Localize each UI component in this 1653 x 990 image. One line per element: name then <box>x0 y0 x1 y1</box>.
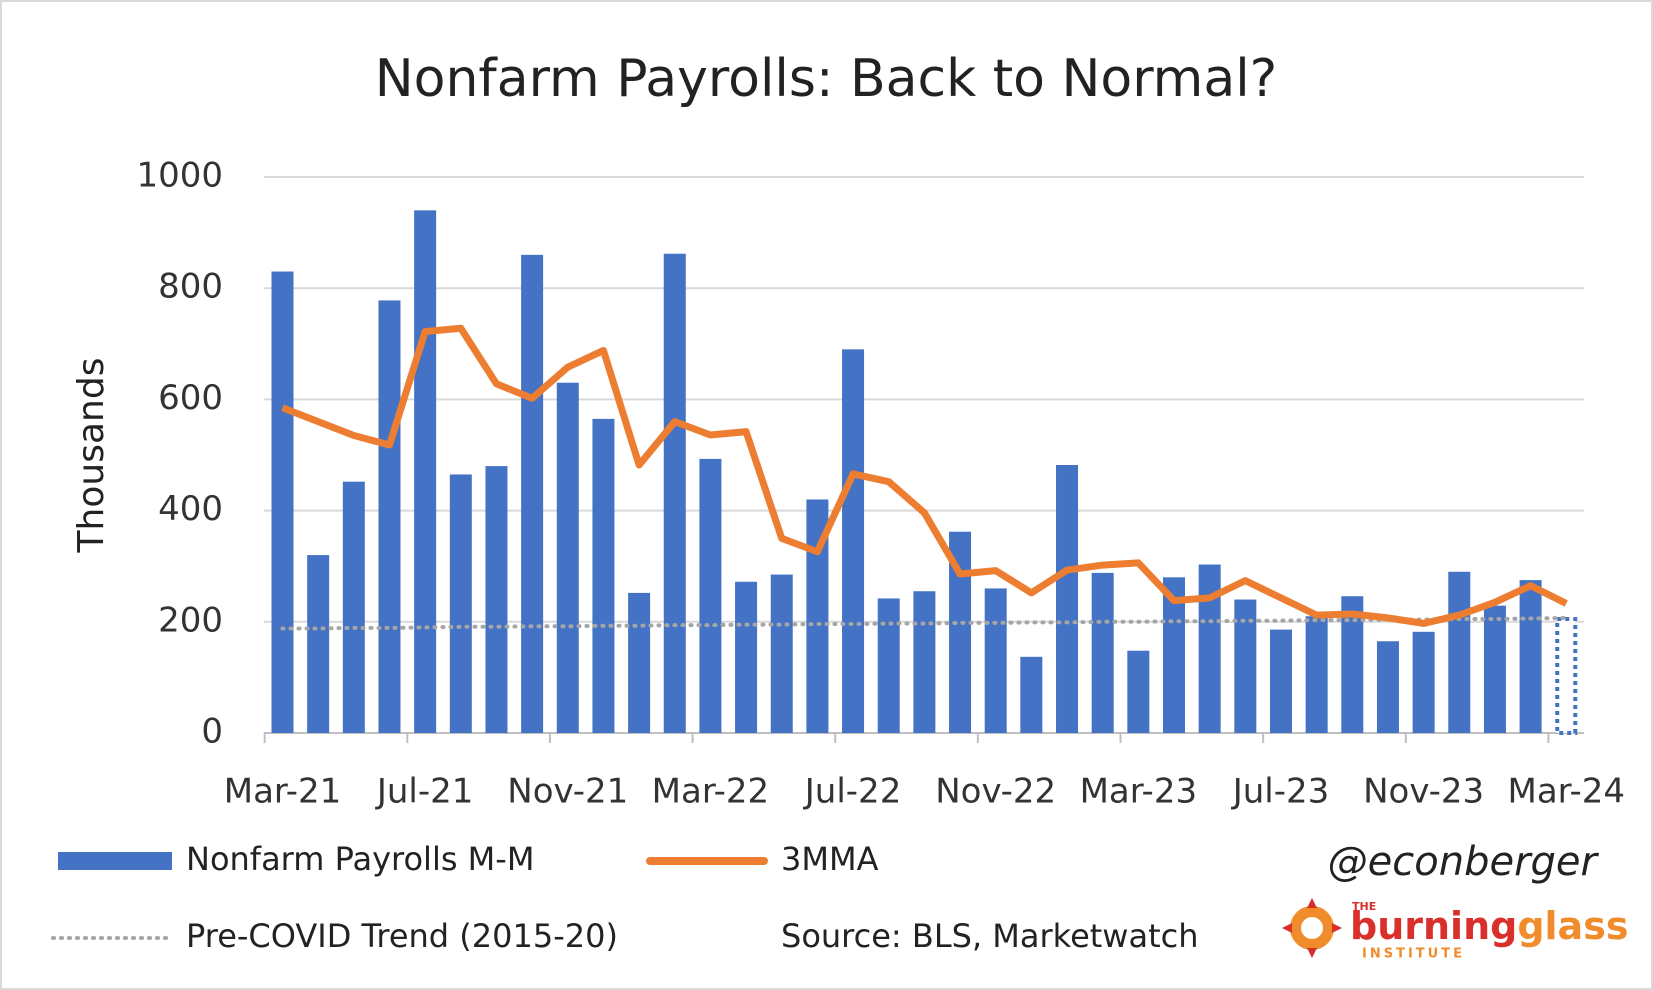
bar <box>342 481 365 733</box>
bar <box>770 574 793 733</box>
x-tick-label: Nov-21 <box>507 772 628 812</box>
bar <box>378 300 401 733</box>
bar <box>1483 605 1506 733</box>
bar <box>521 254 544 733</box>
x-tick-label: Mar-22 <box>652 772 770 812</box>
y-tick-label: 200 <box>158 600 223 640</box>
bar <box>1020 656 1043 733</box>
bar <box>1091 572 1114 733</box>
bar <box>1448 571 1471 733</box>
logo-text: burningglass <box>1350 904 1628 948</box>
marks <box>271 210 1578 736</box>
bar <box>307 555 330 733</box>
logo-text: THE <box>1352 900 1376 913</box>
x-tick-label: Mar-23 <box>1080 772 1198 812</box>
legend-label: Nonfarm Payrolls M-M <box>186 840 534 878</box>
bar <box>1127 650 1150 733</box>
legend-label: 3MMA <box>781 840 879 878</box>
bar <box>628 592 651 733</box>
y-tick-label: 600 <box>158 378 223 418</box>
bar <box>1376 641 1399 733</box>
x-tick-label: Nov-23 <box>1363 772 1484 812</box>
bar <box>556 382 579 733</box>
bar <box>663 253 686 733</box>
source-note: Source: BLS, Marketwatch <box>781 917 1199 955</box>
y-tick-label: 0 <box>201 712 223 752</box>
bar <box>1519 580 1542 733</box>
bar <box>913 591 936 733</box>
chart-title: Nonfarm Payrolls: Back to Normal? <box>375 49 1277 109</box>
bar <box>414 210 437 734</box>
legend-label: Pre-COVID Trend (2015-20) <box>186 917 618 955</box>
x-tick-label: Jul-23 <box>1231 772 1330 812</box>
bar <box>1269 629 1292 733</box>
bar <box>735 581 758 733</box>
trend-line <box>280 615 1569 631</box>
bar <box>949 531 972 733</box>
bar <box>806 499 829 733</box>
legend-swatch <box>58 852 172 870</box>
handle: @econberger <box>1328 839 1600 885</box>
bar <box>1234 599 1257 733</box>
bar <box>842 349 865 733</box>
bar <box>1555 617 1578 736</box>
bar <box>984 588 1007 733</box>
bar <box>271 271 294 733</box>
bar <box>592 418 615 733</box>
line-series <box>281 324 1568 627</box>
bar <box>1412 631 1435 733</box>
logo-text: INSTITUTE <box>1362 947 1465 962</box>
bar <box>1163 577 1185 733</box>
x-tick-label: Nov-22 <box>935 772 1056 812</box>
bar <box>1305 616 1328 733</box>
x-tick-label: Mar-24 <box>1508 772 1626 812</box>
y-tick-label: 800 <box>158 267 223 307</box>
bar <box>485 466 508 733</box>
x-tick-label: Jul-22 <box>803 772 902 812</box>
x-tick-label: Jul-21 <box>375 772 474 812</box>
bar <box>1198 564 1221 733</box>
bar <box>699 458 722 733</box>
x-tick-label: Mar-21 <box>224 772 342 812</box>
bar <box>1341 596 1364 733</box>
bar <box>1056 465 1079 733</box>
logo-text: burning <box>1350 904 1517 948</box>
logo-text: glass <box>1517 904 1628 948</box>
y-axis-label: Thousands <box>71 358 112 554</box>
y-tick-label: 1000 <box>136 156 223 196</box>
y-tick-label: 400 <box>158 489 223 529</box>
bar <box>449 474 472 733</box>
logo-icon <box>1282 898 1342 958</box>
bar <box>877 598 900 733</box>
